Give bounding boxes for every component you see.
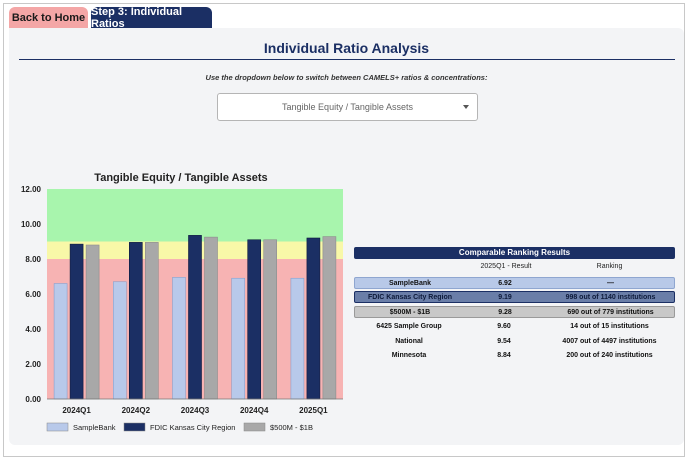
- legend-label: FDIC Kansas City Region: [150, 423, 235, 432]
- y-tick-label: 6.00: [25, 290, 41, 299]
- bar: [172, 277, 186, 400]
- ranking-row-name: Minnesota: [391, 352, 427, 359]
- ranking-row: Minnesota 8.84 200 out of 240 institutio…: [354, 350, 675, 362]
- ranking-row-result: 9.19: [498, 294, 512, 301]
- bar: [188, 235, 202, 400]
- y-tick-label: 4.00: [25, 325, 41, 334]
- ranking-row-result: 9.54: [497, 338, 511, 345]
- x-tick-label: 2024Q3: [181, 406, 210, 415]
- legend-swatch: [123, 422, 146, 432]
- ranking-row-rank: 4007 out of 4497 institutions: [562, 338, 657, 345]
- bar: [322, 236, 337, 400]
- ranking-row: 6425 Sample Group 9.60 14 out of 15 inst…: [354, 321, 675, 333]
- ranking-row-result: 6.92: [498, 280, 512, 287]
- ranking-row-rank: 14 out of 15 institutions: [570, 323, 649, 330]
- ranking-row-name: FDIC Kansas City Region: [367, 294, 452, 301]
- tab-back-to-home[interactable]: Back to Home: [9, 7, 88, 28]
- ranking-row: $500M - $1B 9.28 690 out of 779 institut…: [354, 306, 675, 318]
- ranking-col-result: 2025Q1 - Result: [480, 263, 532, 270]
- legend-swatch: [243, 422, 266, 432]
- bar: [69, 243, 84, 400]
- chevron-down-icon[interactable]: [463, 105, 469, 109]
- bar: [85, 244, 100, 400]
- y-tick-label: 12.00: [21, 185, 42, 194]
- y-tick-label: 10.00: [21, 220, 42, 229]
- y-tick-label: 0.00: [25, 395, 41, 404]
- chart-legend: SampleBank FDIC Kansas City Region $500M -…: [46, 422, 313, 432]
- ranking-row-rank: —: [607, 280, 614, 287]
- tab-individual-ratios[interactable]: Step 3: Individual Ratios: [91, 6, 212, 30]
- bar: [306, 237, 321, 400]
- bar: [113, 281, 127, 400]
- threshold-band: [47, 189, 343, 242]
- bar: [204, 236, 218, 400]
- bar: [247, 239, 261, 400]
- x-tick-label: 2024Q4: [240, 406, 269, 415]
- x-axis: 2024Q1 2024Q2 2024Q3 2024Q4 2025Q1: [62, 406, 328, 415]
- ranking-row: FDIC Kansas City Region 9.19 998 out of …: [354, 291, 675, 303]
- ratio-dropdown[interactable]: Tangible Equity / Tangible Assets: [217, 93, 478, 121]
- ranking-row-rank: 690 out of 779 institutions: [567, 309, 654, 316]
- bar: [231, 277, 245, 400]
- chart-title: Tangible Equity / Tangible Assets: [94, 172, 267, 184]
- ratio-dropdown-value: Tangible Equity / Tangible Assets: [282, 102, 413, 112]
- ranking-row-name: National: [395, 338, 423, 345]
- x-tick-label: 2024Q1: [62, 406, 91, 415]
- legend-swatch: [46, 422, 69, 432]
- ranking-row-result: 8.84: [497, 352, 511, 359]
- bar: [263, 239, 278, 400]
- ranking-header: Comparable Ranking Results: [354, 247, 675, 259]
- y-tick-label: 8.00: [25, 255, 41, 264]
- y-tick-label: 2.00: [25, 360, 41, 369]
- bar: [290, 277, 305, 400]
- ranking-row-rank: 998 out of 1140 institutions: [565, 294, 656, 301]
- x-tick-label: 2025Q1: [299, 406, 328, 415]
- ranking-row-name: $500M - $1B: [389, 309, 431, 316]
- ranking-row-name: 6425 Sample Group: [376, 323, 442, 330]
- title-divider: [19, 59, 675, 60]
- ranking-row: National 9.54 4007 out of 4497 instituti…: [354, 336, 675, 348]
- ranking-row-rank: 200 out of 240 institutions: [566, 352, 653, 359]
- ranking-row-result: 9.28: [498, 309, 512, 316]
- legend-label: SampleBank: [73, 423, 116, 432]
- ranking-row: SampleBank 6.92 —: [354, 277, 675, 289]
- y-axis: 0.00 2.00 4.00 6.00 8.00 10.00 12.00: [21, 185, 343, 404]
- legend-label: $500M - $1B: [270, 423, 313, 432]
- ranking-col-ranking: Ranking: [596, 263, 623, 270]
- bar: [145, 242, 159, 400]
- ranking-row-name: SampleBank: [388, 280, 432, 287]
- dropdown-instruction: Use the dropdown below to switch between…: [205, 73, 488, 82]
- ranking-row-result: 9.60: [497, 323, 511, 330]
- x-tick-label: 2024Q2: [122, 406, 151, 415]
- chart-bars: [53, 235, 337, 400]
- bar: [53, 283, 68, 400]
- bar: [129, 242, 143, 400]
- page-title: Individual Ratio Analysis: [263, 40, 430, 56]
